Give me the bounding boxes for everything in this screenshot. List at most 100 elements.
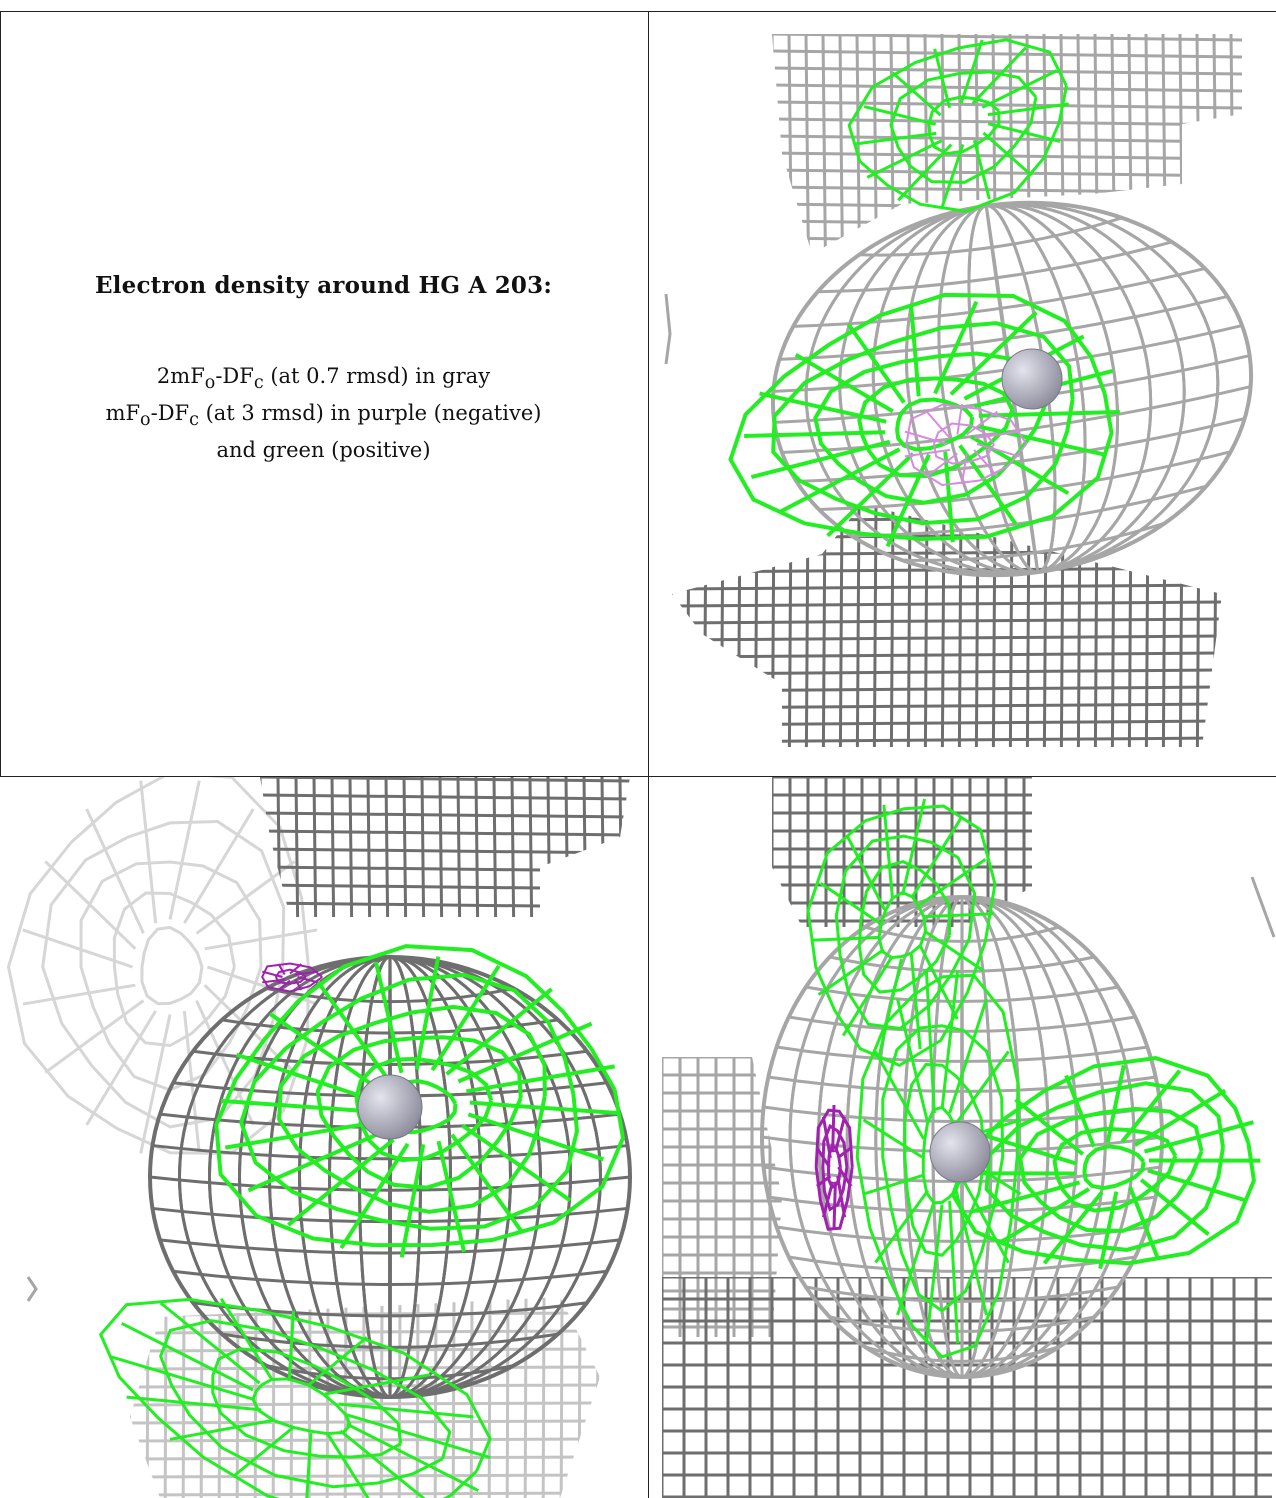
p2-green-lower-strand-spoke bbox=[338, 1402, 474, 1419]
p1-green-upper-strand-spoke bbox=[959, 39, 984, 105]
p1-purple-blob-negative-spoke bbox=[973, 430, 1020, 440]
p1-purple-blob-negative-spoke bbox=[956, 403, 963, 435]
p1-green-upper-strand-spoke bbox=[854, 131, 937, 146]
p3-green-upper-strand-spoke bbox=[918, 943, 959, 1020]
p3-green-upper-strand-spoke bbox=[909, 954, 922, 1050]
p2-green-lower-strand-ring bbox=[98, 1297, 492, 1498]
p2-green-blob-positive-spoke bbox=[235, 1052, 373, 1102]
p2-green-lower-strand bbox=[98, 1297, 492, 1498]
p1-lower-base-2fofc-col bbox=[753, 504, 759, 747]
p2-green-blob-positive-spoke bbox=[461, 1123, 572, 1202]
p1-lower-base-2fofc-col bbox=[1144, 504, 1150, 747]
grid-center-border bbox=[648, 11, 649, 1498]
p1-lower-base-2fofc-row bbox=[672, 600, 1222, 608]
p1-lower-base-2fofc-col bbox=[855, 504, 861, 747]
p2-lower-tube-2fofc-row bbox=[130, 1473, 600, 1479]
p2-upper-tube-2fofc-col bbox=[402, 777, 408, 917]
p2-upper-tube-2fofc-col bbox=[474, 777, 480, 917]
p2-purple-blob-negative-spoke bbox=[277, 963, 286, 976]
p1-lower-base-2fofc-col bbox=[804, 504, 810, 747]
p2-lower-tube-2fofc-col bbox=[505, 1297, 510, 1498]
p1-lower-base-2fofc-col bbox=[1008, 504, 1014, 747]
p1-green-upper-strand-spoke bbox=[933, 48, 952, 109]
p1-green-blob-positive-spoke bbox=[909, 305, 921, 397]
p3-green-inner-strand-spoke bbox=[940, 970, 960, 1110]
p1-lower-base-2fofc-row bbox=[672, 668, 1222, 676]
p2-upper-tube-2fofc-col bbox=[260, 777, 264, 917]
p1-lower-base-2fofc-col bbox=[1195, 504, 1201, 747]
p1-upper-tube-2fofc-col bbox=[772, 34, 776, 254]
p2-upper-tube-2fofc-col bbox=[492, 777, 498, 917]
p3-green-right-blob-spoke bbox=[1014, 1098, 1085, 1156]
legend-2fofc-line: 2mFo-DFc (at 0.7 rmsd) in gray bbox=[156, 363, 491, 393]
p1-green-blob-positive-spoke bbox=[943, 451, 955, 543]
p1-purple-blob-negative-spoke bbox=[973, 449, 999, 478]
p1-purple-blob-negative-spoke bbox=[904, 430, 948, 445]
p2-green-lower-strand-spoke bbox=[326, 1433, 381, 1498]
p1-upper-tube-2fofc-col bbox=[1161, 34, 1167, 254]
p2-faint-left-2fofc-ring bbox=[41, 819, 286, 1129]
p1-green-blob-positive-spoke bbox=[885, 453, 931, 548]
p2-lower-tube-2fofc-col bbox=[523, 1297, 528, 1498]
p1-lower-base-2fofc-col bbox=[672, 504, 674, 747]
p3-green-upper-strand-spoke bbox=[882, 804, 895, 900]
p1-green-blob-positive-spoke bbox=[977, 424, 1105, 457]
p1-purple-blob-negative-spoke bbox=[926, 452, 958, 478]
p2-hg-atom bbox=[357, 1074, 423, 1140]
p3-purple-blob-negative-spoke bbox=[821, 1181, 835, 1218]
p2-faint-left-2fofc-spoke bbox=[207, 965, 318, 1006]
p2-faint-left-2fofc-ring bbox=[6, 777, 310, 1156]
p3-green-inner-strand bbox=[855, 970, 1022, 1359]
p3-green-inner-strand-spoke bbox=[896, 998, 930, 1124]
p2-faint-left-2fofc-spoke bbox=[182, 1010, 201, 1154]
p3-green-upper-strand-spoke bbox=[911, 817, 963, 898]
p1-upper-tube-2fofc-col bbox=[1025, 34, 1031, 254]
p1-lower-base-2fofc-col bbox=[838, 504, 844, 747]
p2-upper-tube-2fofc-col bbox=[312, 777, 318, 917]
p3-green-right-blob-spoke bbox=[1148, 1158, 1261, 1163]
p2-green-lower-strand-spoke bbox=[169, 1418, 276, 1441]
p1-lower-base-2fofc-col bbox=[787, 504, 793, 747]
caption-legend: 2mFo-DFc (at 0.7 rmsd) in gray mFo-DFc (… bbox=[106, 361, 542, 465]
p2-lower-tube-2fofc-col bbox=[487, 1297, 492, 1498]
p1-lower-base-2fofc-row bbox=[672, 719, 1222, 727]
p3-green-inner-strand-spoke bbox=[862, 1118, 923, 1159]
p3-purple-blob-negative-spoke bbox=[832, 1181, 837, 1230]
p1-green-upper-strand-spoke bbox=[972, 139, 991, 200]
p2-green-lower-strand-spoke bbox=[304, 1432, 313, 1498]
grid-top-border bbox=[0, 11, 1276, 12]
p2-lower-tube-2fofc-col bbox=[595, 1297, 600, 1498]
p1-upper-tube-2fofc-col bbox=[1212, 34, 1218, 254]
p1-lower-base-2fofc-col bbox=[1042, 504, 1048, 747]
view-bottom-left-canvas bbox=[6, 777, 632, 1498]
p1-purple-blob-negative-spoke bbox=[961, 453, 968, 485]
p1-lower-base-2fofc-col bbox=[872, 504, 878, 747]
p2-upper-tube-2fofc bbox=[260, 777, 630, 917]
p2-upper-tube-2fofc-col bbox=[600, 777, 606, 917]
p2-green-lower-strand-spoke bbox=[159, 1301, 261, 1385]
p2-green-blob-positive-spoke bbox=[373, 961, 404, 1074]
p1-green-blob-positive-spoke bbox=[949, 310, 1038, 396]
p3-purple-blob-negative-spoke bbox=[815, 1174, 832, 1188]
p3-hg-atom bbox=[929, 1121, 991, 1183]
p2-faint-left-2fofc-spoke bbox=[22, 928, 133, 969]
p2-green-blob-positive-ring bbox=[214, 944, 626, 1248]
p1-lower-base-2fofc-col bbox=[702, 504, 708, 747]
p1-purple-blob-negative-spoke bbox=[976, 443, 1020, 458]
p2-green-blob-positive-spoke bbox=[466, 1064, 616, 1094]
p3-green-right-blob-spoke bbox=[978, 1132, 1077, 1166]
p2-green-lower-strand-spoke bbox=[324, 1373, 431, 1396]
p1-upper-tube-2fofc-row bbox=[772, 100, 1242, 110]
p1-lower-base-2fofc-row bbox=[672, 583, 1222, 591]
p2-purple-blob-negative-spoke bbox=[262, 970, 283, 978]
p3-green-inner-strand-spoke bbox=[959, 1174, 1010, 1264]
p2-green-blob-positive-spoke bbox=[450, 1133, 524, 1234]
p2-green-lower-strand-spoke bbox=[346, 1422, 479, 1492]
p1-green-upper-strand-spoke bbox=[987, 122, 1061, 143]
p1-green-upper-strand-spoke bbox=[897, 143, 953, 202]
p2-lower-tube-2fofc-col bbox=[181, 1297, 186, 1498]
p1-hg-atom bbox=[1001, 348, 1063, 410]
p3-green-right-blob-spoke bbox=[1042, 1190, 1104, 1265]
p1-lower-base-2fofc-row bbox=[672, 702, 1222, 710]
